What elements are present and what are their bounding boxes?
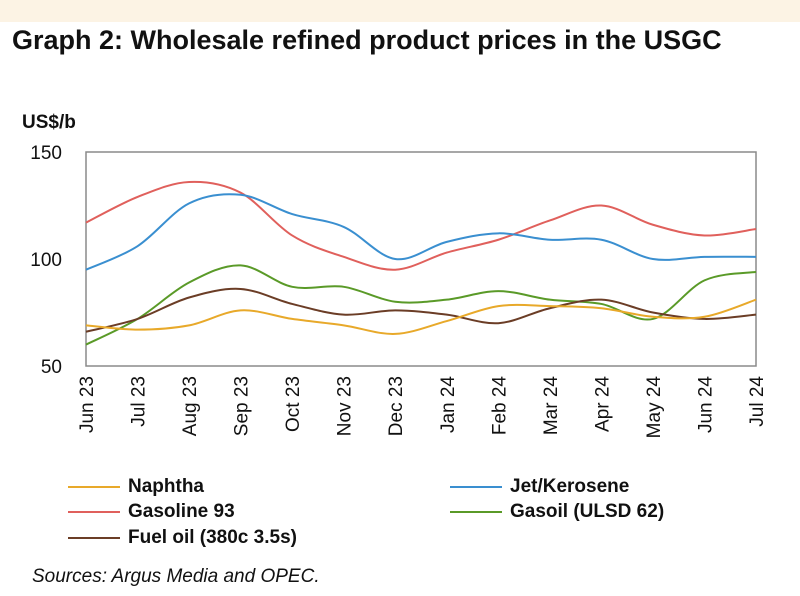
legend-item-fuel-oil-380c-3-5s: Fuel oil (380c 3.5s): [68, 527, 297, 549]
legend-label: Naphtha: [128, 476, 204, 497]
x-tick-label: Jul 23: [129, 376, 150, 427]
legend-label: Gasoil (ULSD 62): [510, 501, 665, 522]
y-tick-label: 150: [30, 143, 62, 164]
x-tick-label: Dec 23: [386, 376, 407, 436]
legend-swatch: [450, 511, 502, 513]
source-note: Sources: Argus Media and OPEC.: [32, 566, 320, 587]
series-line-fuel-oil-380c-3-5s: [85, 287, 757, 333]
series-line-jet-kerosene: [85, 193, 757, 271]
legend-item-gasoil-ulsd-62: Gasoil (ULSD 62): [450, 501, 664, 523]
x-tick-label: Mar 24: [541, 376, 562, 436]
x-tick-label: Oct 23: [283, 376, 304, 432]
x-tick-label: Jul 24: [747, 376, 768, 427]
y-tick-label: 50: [41, 357, 62, 378]
plot-frame: [85, 151, 757, 367]
legend-item-naphtha: Naphtha: [68, 476, 204, 498]
legend-swatch: [68, 486, 120, 488]
x-tick-label: Jan 24: [438, 376, 459, 433]
top-band: [0, 0, 800, 22]
series-line-naphtha: [85, 298, 757, 335]
chart-title: Graph 2: Wholesale refined product price…: [12, 25, 722, 55]
x-tick-label: Sep 23: [232, 376, 253, 436]
x-tick-label: Nov 23: [335, 376, 356, 436]
x-tick-label: Jun 24: [695, 376, 716, 433]
x-tick-label: Jun 23: [77, 376, 98, 433]
legend-item-gasoline-93: Gasoline 93: [68, 501, 235, 523]
series-line-gasoline-93: [85, 180, 757, 271]
x-tick-label: Aug 23: [180, 376, 201, 436]
legend-swatch: [68, 511, 120, 513]
y-axis-label: US$/b: [22, 112, 76, 133]
series-line-gasoil-ulsd-62: [85, 264, 757, 346]
legend-swatch: [68, 537, 120, 539]
legend-item-jet-kerosene: Jet/Kerosene: [450, 476, 629, 498]
legend-label: Gasoline 93: [128, 501, 235, 522]
y-tick-label: 100: [30, 250, 62, 271]
x-tick-label: May 24: [644, 376, 665, 439]
legend-swatch: [450, 486, 502, 488]
legend-label: Fuel oil (380c 3.5s): [128, 527, 297, 548]
x-tick-label: Apr 24: [592, 376, 613, 432]
legend-label: Jet/Kerosene: [510, 476, 630, 497]
x-tick-label: Feb 24: [489, 376, 510, 436]
